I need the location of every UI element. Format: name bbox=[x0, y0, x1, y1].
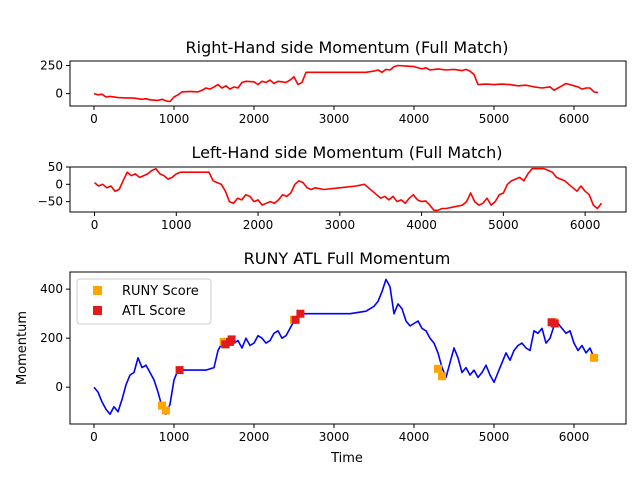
x-axis-label: Time bbox=[330, 451, 363, 466]
x-tick-label: 2000 bbox=[239, 430, 270, 444]
x-tick-label: 0 bbox=[90, 112, 98, 126]
x-tick-label: 2000 bbox=[239, 112, 270, 126]
y-tick-label: 0 bbox=[55, 87, 63, 101]
x-tick-label: 3000 bbox=[319, 430, 350, 444]
x-tick-label: 4000 bbox=[399, 430, 430, 444]
full-momentum-panel: RUNY ATL Full Momentum 0 1000 2000 3000 4000… bbox=[15, 249, 627, 466]
x-tick-label: 4000 bbox=[406, 218, 437, 232]
x-tick-label: 1000 bbox=[161, 218, 192, 232]
x-tick-label: 1000 bbox=[159, 112, 190, 126]
left-hand-momentum-panel: Left-Hand side Momentum (Full Match) 0 10… bbox=[38, 143, 627, 232]
x-tick-label: 5000 bbox=[479, 112, 510, 126]
x-tick-label: 0 bbox=[90, 430, 98, 444]
right-hand-momentum-panel: Right-Hand side Momentum (Full Match) 0 1… bbox=[40, 38, 627, 126]
plot-frame bbox=[69, 271, 627, 425]
x-tick-label: 5000 bbox=[488, 218, 519, 232]
score-marker bbox=[162, 406, 170, 415]
score-marker bbox=[434, 364, 442, 373]
x-tick-label: 4000 bbox=[399, 112, 430, 126]
y-tick-label: 400 bbox=[40, 282, 63, 296]
plot-frame bbox=[69, 60, 627, 107]
score-marker bbox=[221, 340, 230, 349]
x-tick-label: 6000 bbox=[559, 112, 590, 126]
legend-box bbox=[76, 278, 212, 325]
legend-swatch-atl bbox=[93, 306, 102, 315]
momentum-line bbox=[93, 167, 603, 212]
y-tick-label: 250 bbox=[40, 59, 63, 73]
x-tick-label: 3000 bbox=[325, 218, 356, 232]
legend-swatch-runy bbox=[93, 286, 102, 295]
x-tick-label: 6000 bbox=[559, 430, 590, 444]
y-tick-label: 0 bbox=[55, 177, 63, 191]
y-tick-label: 50 bbox=[48, 160, 63, 174]
y-axis-label: Momentum bbox=[15, 311, 30, 385]
x-tick-label: 6000 bbox=[570, 218, 601, 232]
legend-label-runy: RUNY Score bbox=[122, 284, 199, 299]
y-tick-label: 200 bbox=[40, 331, 63, 345]
score-marker bbox=[550, 319, 559, 328]
chart-title: RUNY ATL Full Momentum bbox=[244, 249, 451, 268]
x-tick-label: 3000 bbox=[319, 112, 350, 126]
score-marker bbox=[291, 315, 300, 324]
x-tick-label: 1000 bbox=[159, 430, 190, 444]
y-tick-label: 0 bbox=[55, 380, 63, 394]
score-marker bbox=[158, 401, 166, 410]
legend: RUNY Score ATL Score bbox=[76, 278, 212, 325]
score-marker bbox=[175, 366, 184, 375]
chart-title: Left-Hand side Momentum (Full Match) bbox=[192, 143, 503, 162]
score-marker bbox=[590, 353, 598, 362]
x-tick-label: 2000 bbox=[243, 218, 274, 232]
x-tick-label: 0 bbox=[91, 218, 99, 232]
score-marker bbox=[227, 335, 236, 344]
y-tick-label: −50 bbox=[38, 195, 63, 209]
plot-frame bbox=[69, 166, 627, 213]
chart-title: Right-Hand side Momentum (Full Match) bbox=[186, 38, 509, 57]
legend-label-atl: ATL Score bbox=[122, 304, 186, 319]
score-marker bbox=[438, 372, 446, 381]
x-tick-label: 5000 bbox=[479, 430, 510, 444]
score-marker bbox=[296, 309, 305, 318]
momentum-line bbox=[93, 64, 599, 103]
